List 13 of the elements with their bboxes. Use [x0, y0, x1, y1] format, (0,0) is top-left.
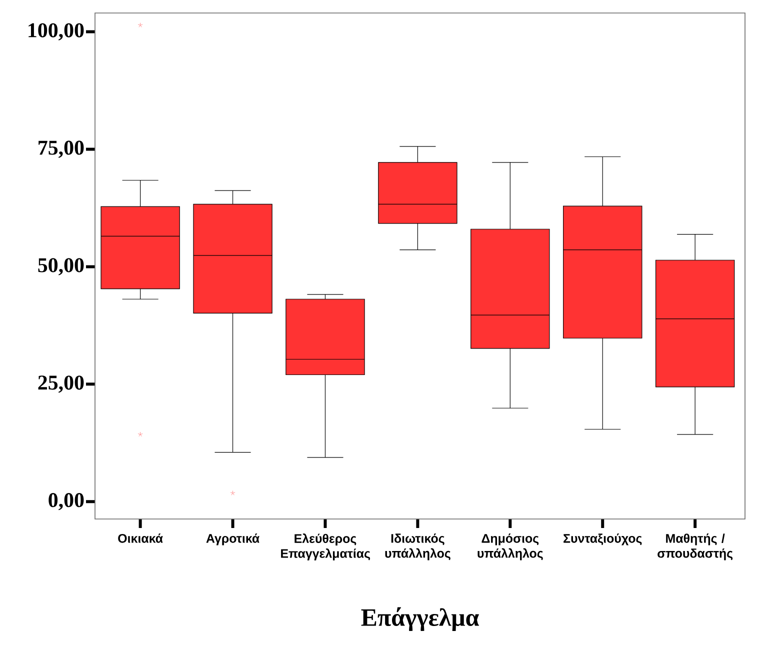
x-tick-label: Μαθητής / σπουδαστής	[658, 534, 733, 560]
y-tick-label: 25,00	[38, 376, 84, 393]
x-tick-label: Οικιακά	[118, 534, 163, 543]
y-tick-label: 75,00	[38, 140, 84, 158]
x-tick-label: Ελεύθερος Επαγγελματίας	[281, 534, 370, 560]
y-tick-label: 50,00	[38, 258, 84, 276]
x-tick-label: Ιδιωτικός υπάλληλος	[385, 534, 450, 560]
y-tick-label: 0,00	[48, 493, 84, 510]
x-tick-label: Αγροτικά	[206, 534, 260, 546]
y-tick-label: 100,00	[28, 23, 84, 40]
x-axis-title: Επάγγελμα	[361, 607, 479, 632]
x-tick-label: Συνταξιούχος	[564, 534, 642, 546]
x-tick-label: Δημόσιος υπάλληλος	[478, 534, 543, 560]
